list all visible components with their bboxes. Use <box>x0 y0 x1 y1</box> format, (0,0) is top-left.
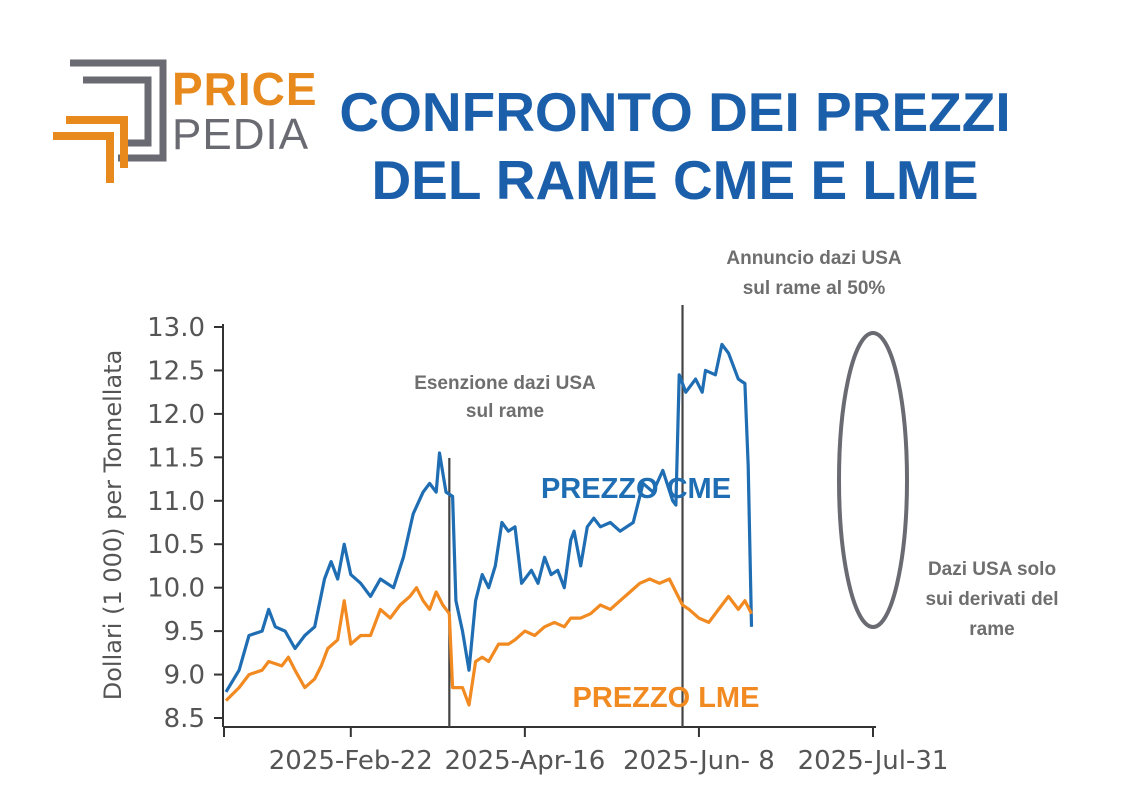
chart: 8.5 9.0 9.5 10.0 10.5 11.0 11.5 12.0 12.5 13.0 202… <box>99 248 1059 776</box>
chart-title-line-2: DEL RAME CME E LME <box>371 149 979 211</box>
y-tick-label: 12.5 <box>147 356 205 386</box>
annotation-announcement: sul rame al 50% <box>743 278 886 299</box>
highlight-ellipse <box>837 331 909 629</box>
y-tick-label: 8.5 <box>164 704 205 734</box>
annotation-announcement: Annuncio dazi USA <box>726 248 902 269</box>
y-tick-label: 12.0 <box>147 400 205 430</box>
logo-pedia-text: PEDIA <box>172 110 310 159</box>
annotation-derivatives: sui derivati del <box>925 589 1058 610</box>
x-tick-label: 2025-Jun- 8 <box>623 746 775 776</box>
x-tick-label: 2025-Apr-16 <box>444 746 605 776</box>
pricepedia-logo-mark <box>53 59 167 183</box>
axis-layer: 8.5 9.0 9.5 10.0 10.5 11.0 11.5 12.0 12.5 13.0 202… <box>99 313 948 776</box>
annotation-exemption: sul rame <box>466 401 544 422</box>
annotation-derivatives: rame <box>969 619 1014 640</box>
x-tick-label: 2025-Feb-22 <box>269 746 433 776</box>
series-line-lme <box>224 577 753 707</box>
chart-title-line-1: CONFRONTO DEI PREZZI <box>339 81 1011 143</box>
logo-price-text: PRICE <box>172 63 318 115</box>
series-layer <box>224 342 754 707</box>
annotation-derivatives: Dazi USA solo <box>928 559 1056 580</box>
label-layer: PREZZO CME PREZZO LME Esenzione dazi USA su… <box>414 248 1058 714</box>
y-tick-label: 10.0 <box>147 574 205 604</box>
y-axis-label: Dollari (1 000) per Tonnellata <box>99 350 127 701</box>
event-lines <box>448 305 684 727</box>
pricepedia-logo: PRICE PEDIA <box>48 58 318 188</box>
y-tick-label: 11.0 <box>147 487 205 517</box>
y-tick-label: 10.5 <box>147 530 205 560</box>
y-tick-label: 9.0 <box>164 661 205 691</box>
y-tick-label: 13.0 <box>147 313 205 343</box>
series-line-cme <box>224 342 754 693</box>
annotation-exemption: Esenzione dazi USA <box>414 373 596 394</box>
x-tick-label: 2025-Jul-31 <box>798 746 949 776</box>
series-label-lme: PREZZO LME <box>573 682 760 714</box>
series-label-cme: PREZZO CME <box>541 473 731 505</box>
y-tick-label: 9.5 <box>164 617 205 647</box>
y-tick-label: 11.5 <box>147 443 205 473</box>
